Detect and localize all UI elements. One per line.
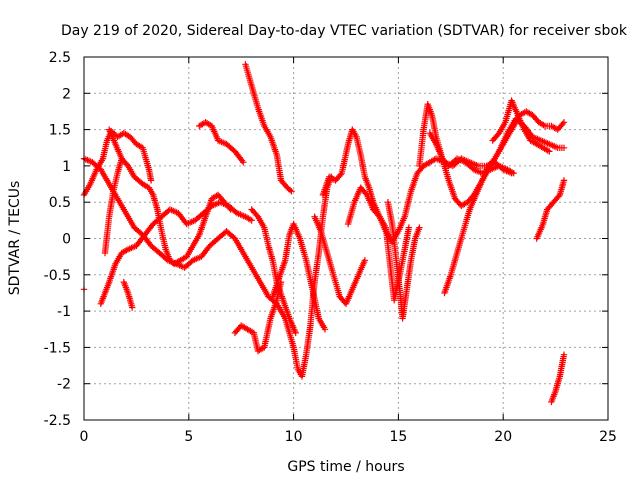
marker-trail	[120, 278, 136, 311]
series-track-1	[80, 155, 335, 380]
y-axis-label: SDTVAR / TECUs	[7, 181, 23, 296]
marker-trail	[101, 155, 125, 257]
marker-trail	[97, 199, 255, 307]
marker-trail	[489, 97, 553, 155]
marker-trail	[248, 206, 299, 337]
y-tick-label: -0.5	[44, 268, 71, 284]
series-track-11	[248, 206, 299, 337]
plot-frame	[83, 56, 609, 421]
series-track-8	[242, 61, 295, 195]
x-tick-label: 25	[599, 429, 617, 445]
series-track-6	[120, 278, 136, 311]
x-tick-label: 15	[389, 429, 407, 445]
y-tick-label: 2.5	[49, 50, 71, 66]
x-tick-label: 0	[80, 429, 89, 445]
marker-trail	[106, 126, 234, 268]
y-tick-label: -2	[57, 377, 71, 393]
y-tick-label: 0.5	[49, 195, 71, 211]
y-tick-label: -1	[57, 304, 71, 320]
y-tick-label: 0	[62, 232, 71, 248]
marker-trail	[242, 61, 295, 195]
data-points	[80, 61, 568, 406]
series-track-3	[97, 199, 255, 307]
series-track-20	[533, 177, 568, 242]
series-track-19	[489, 97, 553, 155]
marker-trail	[441, 108, 568, 297]
marker-trail	[311, 213, 369, 307]
x-axis-label: GPS time / hours	[287, 459, 404, 475]
series-track-21	[548, 351, 568, 406]
series-track-4	[106, 126, 234, 268]
series-track-15	[384, 199, 423, 322]
x-tick-label: 5	[184, 429, 193, 445]
y-tick-label: 1.5	[49, 123, 71, 139]
marker-trail	[384, 199, 423, 322]
series-track-18	[441, 108, 568, 297]
marker-trail	[533, 177, 568, 242]
series-track-7	[196, 119, 247, 166]
x-tick-label: 10	[285, 429, 303, 445]
series-track-5	[101, 155, 125, 257]
y-tick-label: 1	[62, 159, 71, 175]
marker-trail	[196, 119, 247, 166]
marker-trail	[80, 155, 335, 380]
chart-title: Day 219 of 2020, Sidereal Day-to-day VTE…	[61, 23, 628, 39]
axis-ticks: 0 5 10 15 20 25 -2.5 -2 -1.5 -1 -0.5 0 0.5 1 1.5 2 2.5	[44, 50, 617, 445]
x-tick-label: 20	[494, 429, 512, 445]
marker-trail	[548, 351, 568, 406]
y-tick-label: -1.5	[44, 340, 71, 356]
y-tick-label: 2	[62, 86, 71, 102]
series-track-13	[311, 213, 369, 307]
y-tick-label: -2.5	[44, 413, 71, 429]
grid	[84, 57, 608, 420]
